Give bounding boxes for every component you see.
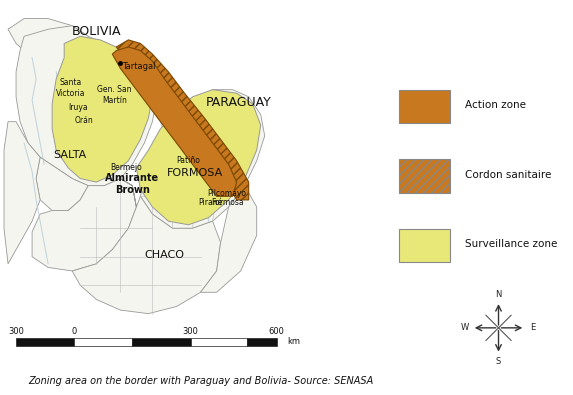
Polygon shape	[399, 159, 450, 193]
Text: CHACO: CHACO	[144, 250, 185, 260]
Polygon shape	[16, 26, 156, 186]
Text: Pirané: Pirané	[198, 198, 223, 207]
Bar	[16, 338, 74, 346]
Text: Patiño: Patiño	[176, 156, 201, 165]
Polygon shape	[140, 90, 265, 228]
Polygon shape	[112, 47, 237, 196]
Text: 300: 300	[8, 327, 24, 336]
Text: 0: 0	[72, 327, 77, 336]
Bar	[190, 338, 246, 346]
Text: Almirante
Brown: Almirante Brown	[105, 173, 159, 195]
Text: Tartagal: Tartagal	[122, 62, 156, 71]
Polygon shape	[36, 157, 88, 211]
Polygon shape	[8, 19, 88, 65]
Text: km: km	[286, 337, 300, 346]
Text: Formosa: Formosa	[211, 198, 244, 207]
Bar	[246, 338, 277, 346]
Text: N: N	[495, 290, 502, 299]
Text: Pilcomayo: Pilcomayo	[207, 189, 246, 198]
Text: W: W	[461, 324, 469, 332]
Text: Santa
Victoria: Santa Victoria	[56, 78, 85, 98]
Text: Iruya: Iruya	[68, 103, 88, 112]
Polygon shape	[136, 90, 261, 225]
Text: 600: 600	[269, 327, 285, 336]
Bar	[132, 338, 190, 346]
Text: E: E	[529, 324, 535, 332]
Polygon shape	[72, 179, 221, 314]
Polygon shape	[4, 122, 40, 264]
Polygon shape	[399, 229, 450, 262]
Text: 300: 300	[183, 327, 198, 336]
Text: Bermejo: Bermejo	[111, 163, 142, 172]
Text: BOLIVIA: BOLIVIA	[72, 24, 121, 38]
Text: Gen. San
Martín: Gen. San Martín	[97, 85, 132, 105]
Text: PARAGUAY: PARAGUAY	[206, 96, 272, 109]
Text: Orán: Orán	[75, 117, 93, 126]
Polygon shape	[399, 90, 450, 123]
Polygon shape	[201, 186, 257, 292]
Polygon shape	[116, 40, 249, 200]
Text: S: S	[496, 357, 501, 366]
Text: Cordon sanitaire: Cordon sanitaire	[465, 170, 551, 180]
Text: Action zone: Action zone	[465, 100, 526, 111]
Text: FORMOSA: FORMOSA	[166, 168, 223, 178]
Text: Zoning area on the border with Paraguay and Bolivia- Source: SENASA: Zoning area on the border with Paraguay …	[28, 376, 373, 386]
Text: SALTA: SALTA	[53, 150, 87, 160]
Text: Surveillance zone: Surveillance zone	[465, 239, 557, 249]
Polygon shape	[52, 36, 152, 182]
Bar	[74, 338, 132, 346]
Polygon shape	[32, 179, 136, 271]
